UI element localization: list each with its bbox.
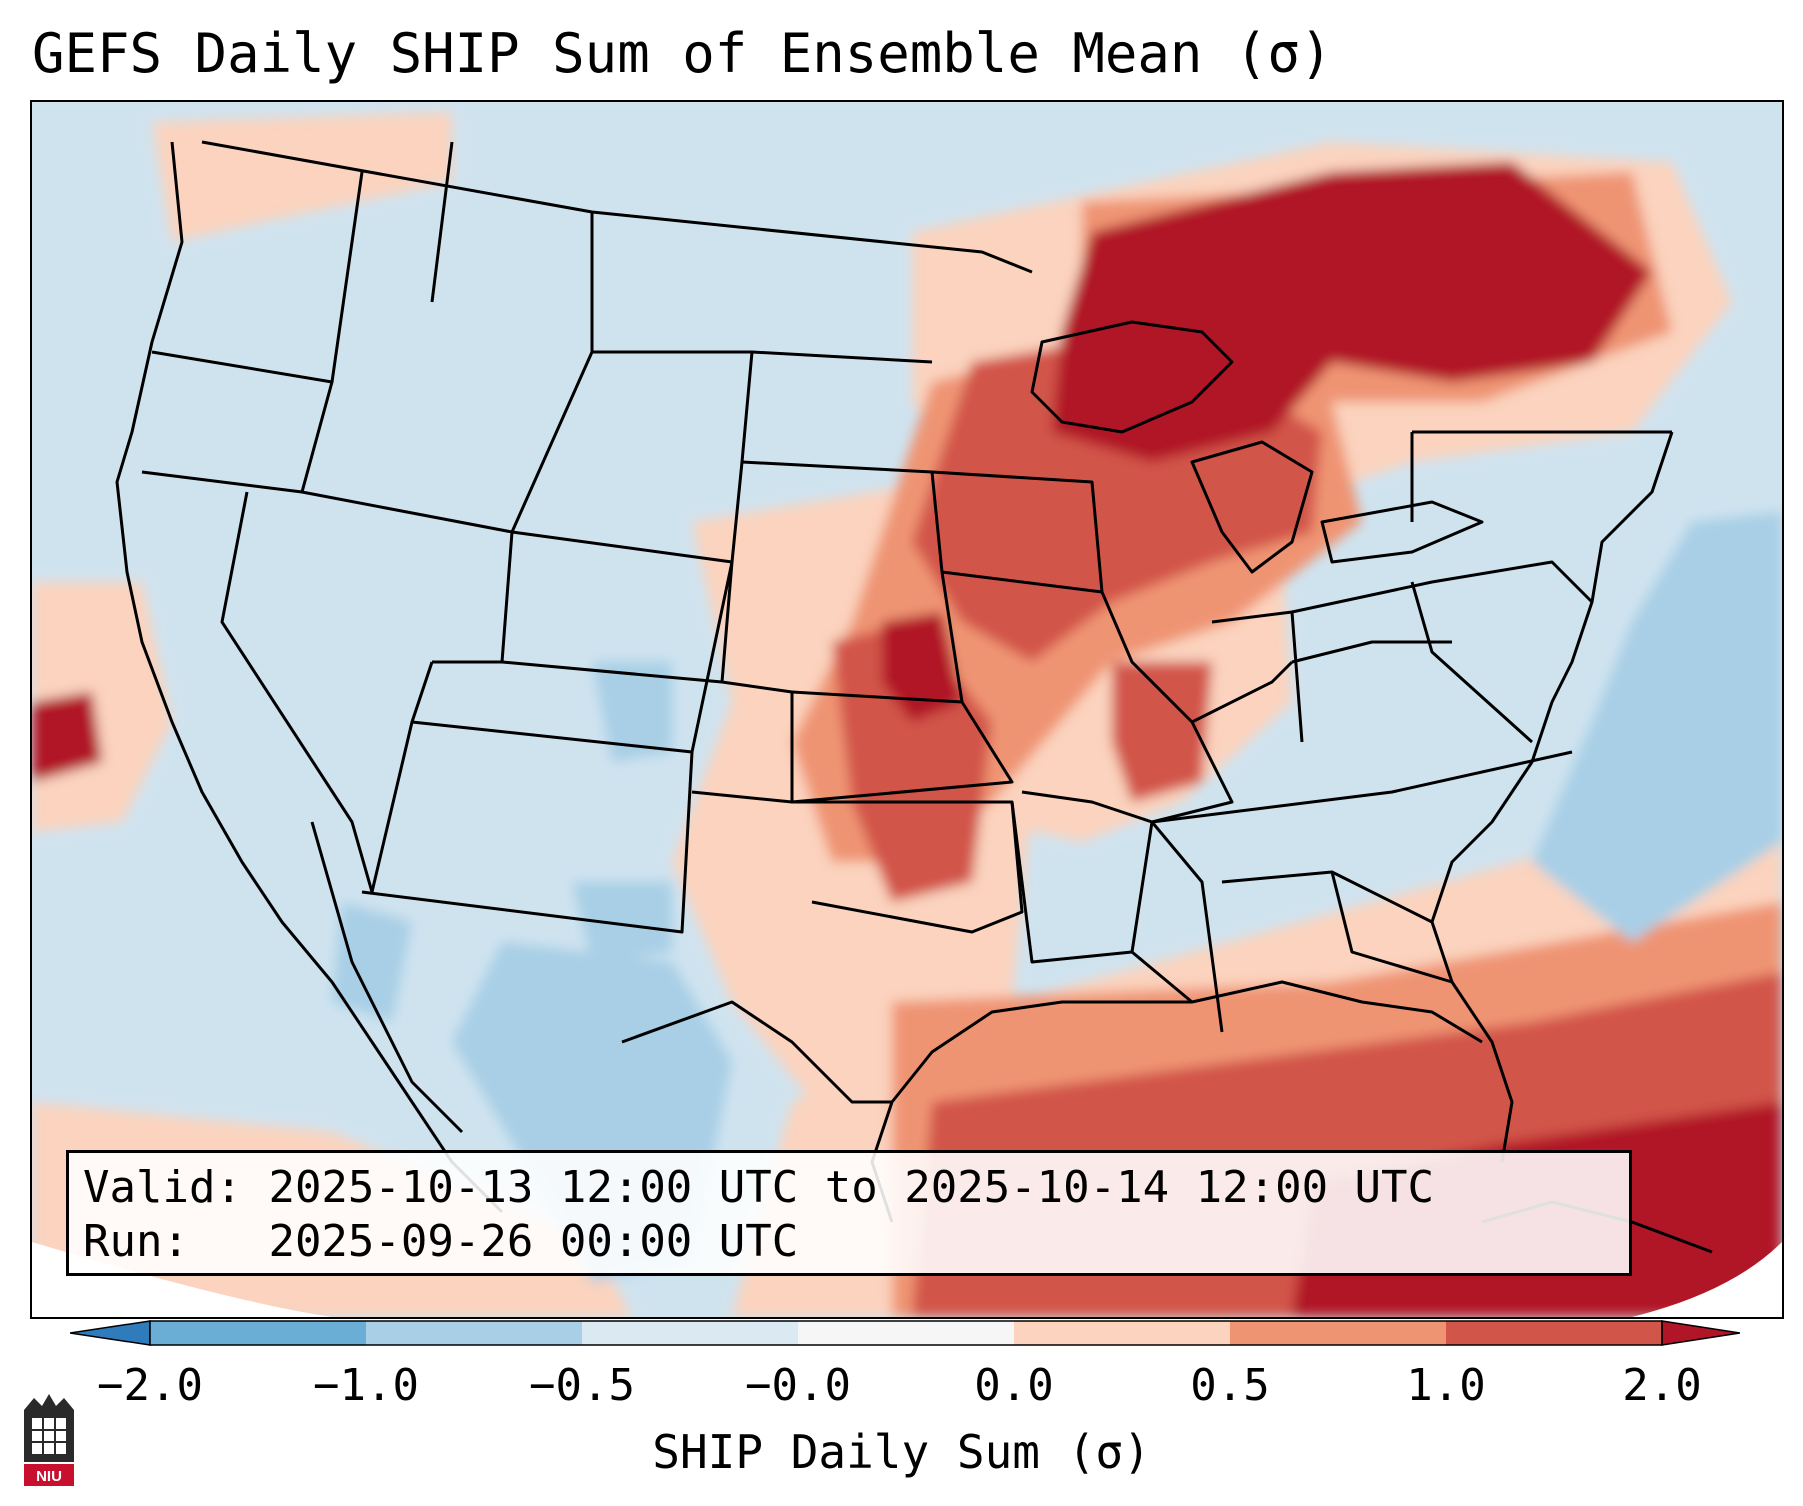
colorbar-tick: −1.0 bbox=[313, 1360, 419, 1411]
colorbar-segment bbox=[150, 1321, 366, 1345]
valid-run-info-box: Valid: 2025-10-13 12:00 UTC to 2025-10-1… bbox=[66, 1150, 1632, 1276]
colorbar-tick: −0.5 bbox=[529, 1360, 635, 1411]
map-canvas bbox=[32, 102, 1782, 1317]
run-value: 2025-09-26 00:00 UTC bbox=[268, 1216, 799, 1267]
colorbar-extend-low bbox=[70, 1320, 151, 1346]
niu-logo-icon: NIU bbox=[24, 1394, 74, 1486]
valid-label: Valid: bbox=[83, 1162, 242, 1213]
run-label: Run: bbox=[83, 1216, 189, 1267]
colorbar-label: SHIP Daily Sum (σ) bbox=[652, 1425, 1151, 1479]
colorbar-segment bbox=[798, 1321, 1014, 1345]
colorbar-tick: 2.0 bbox=[1622, 1360, 1702, 1411]
colorbar-tick: −0.0 bbox=[745, 1360, 851, 1411]
colorbar-tick: 1.0 bbox=[1406, 1360, 1486, 1411]
colorbar-tick: 0.5 bbox=[1190, 1360, 1270, 1411]
colorbar-extend-high bbox=[1661, 1320, 1740, 1346]
svg-text:NIU: NIU bbox=[36, 1468, 62, 1485]
colorbar-tick: 0.0 bbox=[974, 1360, 1054, 1411]
colorbar-segment bbox=[1446, 1321, 1662, 1345]
colorbar bbox=[70, 1320, 1740, 1346]
state-borders bbox=[115, 140, 1713, 1254]
colorbar-segment bbox=[366, 1321, 582, 1345]
chart-title: GEFS Daily SHIP Sum of Ensemble Mean (σ) bbox=[32, 22, 1333, 85]
valid-value: 2025-10-13 12:00 UTC to 2025-10-14 12:00… bbox=[268, 1162, 1435, 1213]
colorbar-segment bbox=[1230, 1321, 1446, 1345]
colorbar-segment bbox=[1014, 1321, 1230, 1345]
map-panel bbox=[30, 100, 1784, 1319]
colorbar-tick: −2.0 bbox=[97, 1360, 203, 1411]
colorbar-segment bbox=[582, 1321, 798, 1345]
